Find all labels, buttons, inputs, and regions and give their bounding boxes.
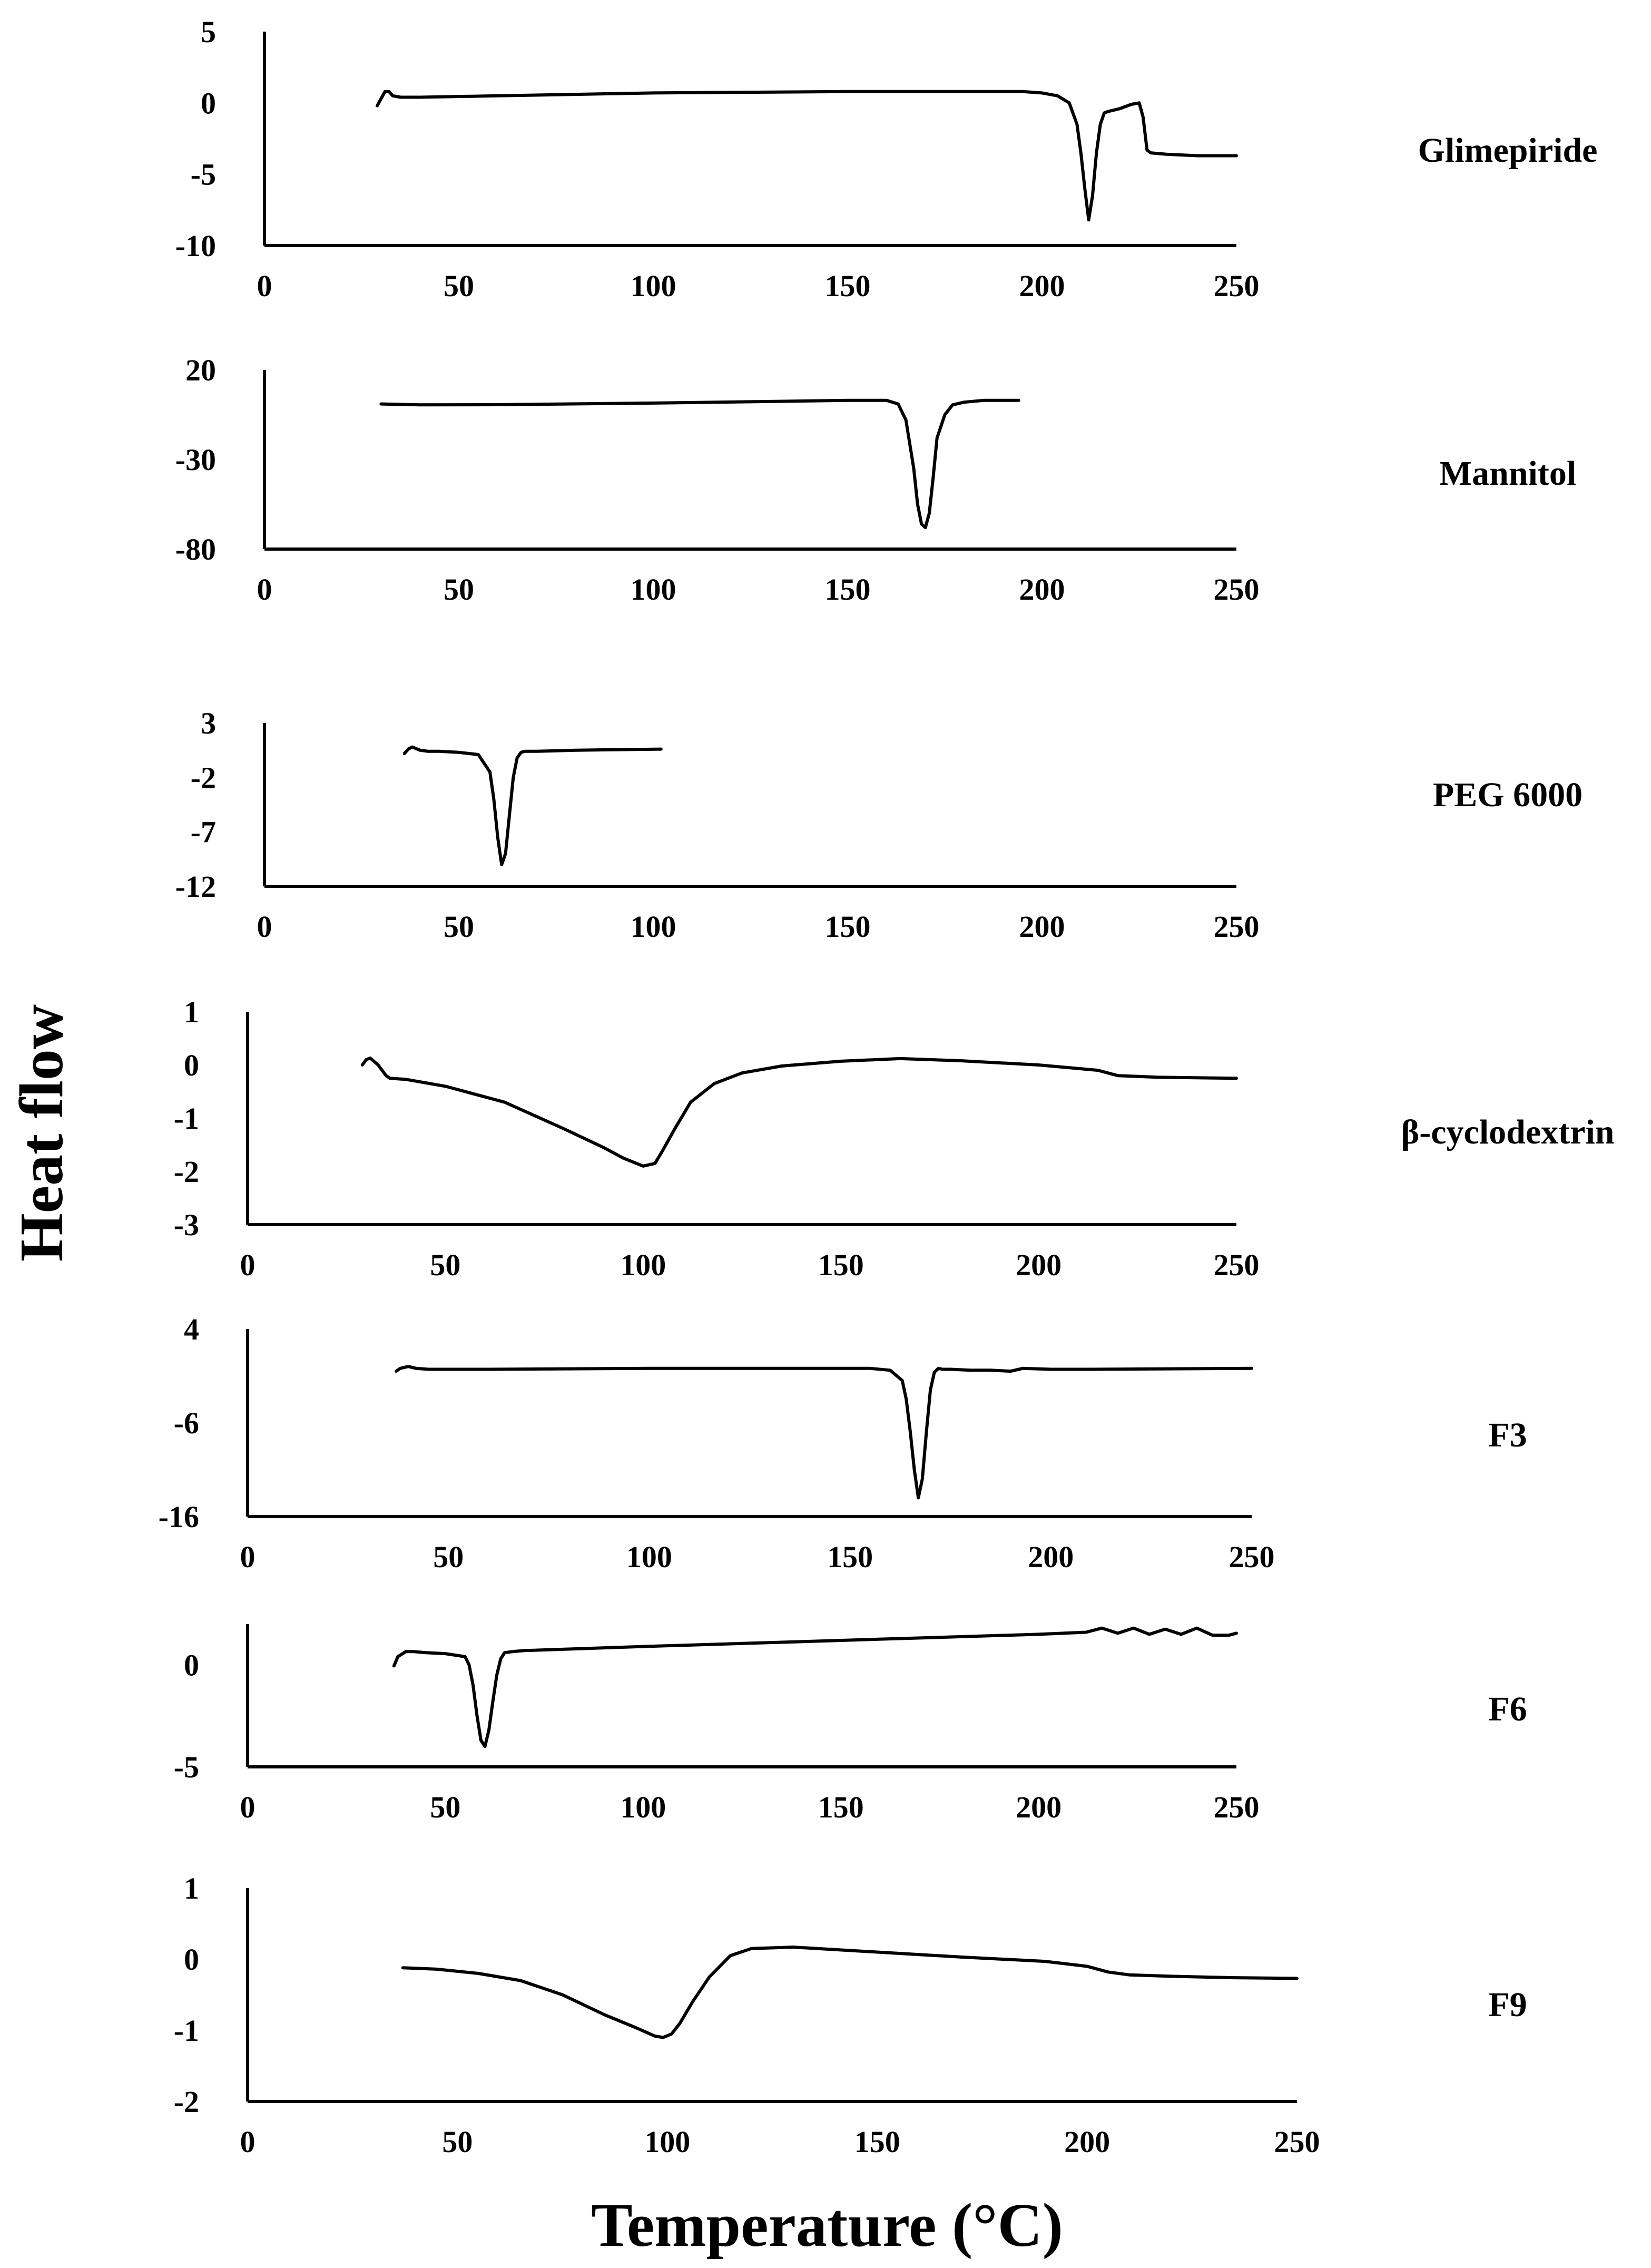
y-tick-label: -2 [174, 1155, 199, 1189]
x-tick-label: 0 [240, 1790, 255, 1824]
x-tick-label: 50 [430, 1790, 460, 1824]
x-tick-label: 50 [433, 1540, 464, 1574]
y-tick-label: 0 [184, 1048, 199, 1082]
x-tick-label: 250 [1214, 1790, 1260, 1824]
x-tick-label: 200 [1019, 572, 1065, 607]
x-tick-label: 0 [240, 1248, 255, 1282]
x-tick-label: 100 [626, 1540, 672, 1574]
y-tick-label: -7 [191, 815, 216, 849]
y-tick-label: -3 [174, 1208, 199, 1242]
x-tick-label: 50 [444, 269, 474, 303]
x-tick-label: 250 [1214, 572, 1260, 607]
y-tick-label: -10 [175, 229, 216, 263]
x-tick-label: 50 [444, 572, 474, 607]
x-tick-label: 150 [825, 269, 871, 303]
x-tick-label: 150 [818, 1248, 864, 1282]
x-tick-label: 0 [257, 910, 272, 944]
series-line-peg-6000 [402, 745, 663, 866]
y-tick-label: -2 [174, 2085, 199, 2119]
x-tick-label: 150 [825, 572, 871, 607]
x-tick-label: 100 [644, 2125, 690, 2159]
x-tick-label: 150 [825, 910, 871, 944]
x-tick-label: 250 [1214, 910, 1260, 944]
panel-f9: 1 0 -1 -2 0 50 100 150 200 250 F9 [174, 1871, 1527, 2159]
x-tick-label: 100 [631, 910, 676, 944]
y-tick-label: -1 [174, 2013, 199, 2048]
y-axis-title: Heat flow [7, 1004, 76, 1262]
sample-name-mannitol: Mannitol [1439, 454, 1576, 493]
y-tick-label: -80 [175, 532, 216, 566]
x-tick-label: 200 [1019, 910, 1065, 944]
series-line-glimepiride [376, 90, 1238, 222]
y-tick-label: 4 [184, 1312, 199, 1346]
chart-panels: 50-5-100 50 100 150 200 250Glimepiride20-30-8… [159, 15, 1615, 2159]
panel-f6: 0 -5 0 50 100 150 200 250 F6 [174, 1624, 1527, 1824]
x-tick-label: 0 [240, 1540, 255, 1574]
series-line-f9 [401, 1946, 1299, 2039]
x-tick-label: 250 [1214, 1248, 1260, 1282]
x-axis-title: Temperature (°C) [591, 2191, 1063, 2260]
x-tick-label: 50 [444, 910, 474, 944]
x-tick-label: 50 [430, 1248, 460, 1282]
y-tick-label: 20 [185, 353, 216, 387]
y-tick-label: 0 [184, 1942, 199, 1977]
y-tick-label: 5 [201, 15, 216, 49]
sample-name-f3: F3 [1488, 1416, 1527, 1454]
y-tick-label: 0 [184, 1648, 199, 1682]
x-tick-label: 200 [1064, 2125, 1110, 2159]
y-tick-label: 1 [184, 995, 199, 1029]
y-tick-label: -5 [191, 158, 216, 192]
y-tick-label: -16 [159, 1500, 199, 1534]
x-tick-label: 100 [620, 1248, 666, 1282]
x-tick-label: 200 [1028, 1540, 1074, 1574]
x-tick-label: 200 [1016, 1248, 1062, 1282]
x-tick-label: 100 [631, 572, 676, 607]
x-tick-label: 250 [1274, 2125, 1320, 2159]
y-tick-label: -12 [175, 869, 216, 904]
panel-mannitol: 20 -30 -80 0 50 100 150 200 250 Mannitol [175, 353, 1577, 607]
x-tick-label: 150 [854, 2125, 900, 2159]
series-line-f3 [395, 1365, 1253, 1500]
series-line-f6 [392, 1626, 1238, 1748]
x-tick-label: 150 [818, 1790, 864, 1824]
y-tick-label: 1 [184, 1871, 199, 1905]
panel-peg-6000: 3 -2 -7 -12 0 50 100 150 200 250 PEG 6000 [175, 706, 1583, 944]
sample-name-f9: F9 [1488, 1986, 1527, 2024]
x-tick-label: 0 [257, 572, 272, 607]
y-tick-label: -6 [174, 1406, 199, 1440]
y-tick-label: 0 [201, 86, 216, 120]
y-tick-label: -1 [174, 1101, 199, 1136]
sample-name-glimepiride: Glimepiride [1418, 131, 1598, 170]
x-tick-label: 150 [827, 1540, 873, 1574]
sample-name-f6: F6 [1488, 1690, 1527, 1728]
y-tick-label: -5 [174, 1750, 199, 1784]
sample-name-peg-6000: PEG 6000 [1433, 776, 1583, 814]
sample-name-beta-cyclodextrin: β-cyclodextrin [1401, 1113, 1615, 1151]
x-tick-label: 0 [240, 2125, 255, 2159]
x-tick-label: 50 [442, 2125, 473, 2159]
y-tick-label: -30 [175, 443, 216, 477]
panel-beta-cyclodextrin: 1 0 -1 -2 -3 0 50 100 150 200 250 β-cyclodextrin [174, 995, 1615, 1282]
x-tick-label: 100 [631, 269, 676, 303]
x-tick-label: 100 [620, 1790, 666, 1824]
y-tick-label: 3 [201, 706, 216, 740]
x-tick-label: 200 [1019, 269, 1065, 303]
y-tick-label: -2 [191, 760, 216, 795]
series-line-mannitol [379, 398, 1020, 530]
panel-f3: 4 -6 -16 0 50 100 150 200 250 F3 [159, 1312, 1527, 1574]
x-tick-label: 200 [1016, 1790, 1062, 1824]
x-tick-label: 0 [257, 269, 272, 303]
x-tick-label: 250 [1214, 269, 1260, 303]
series-line-beta-cyclodextrin [360, 1056, 1238, 1168]
x-tick-label: 250 [1229, 1540, 1275, 1574]
